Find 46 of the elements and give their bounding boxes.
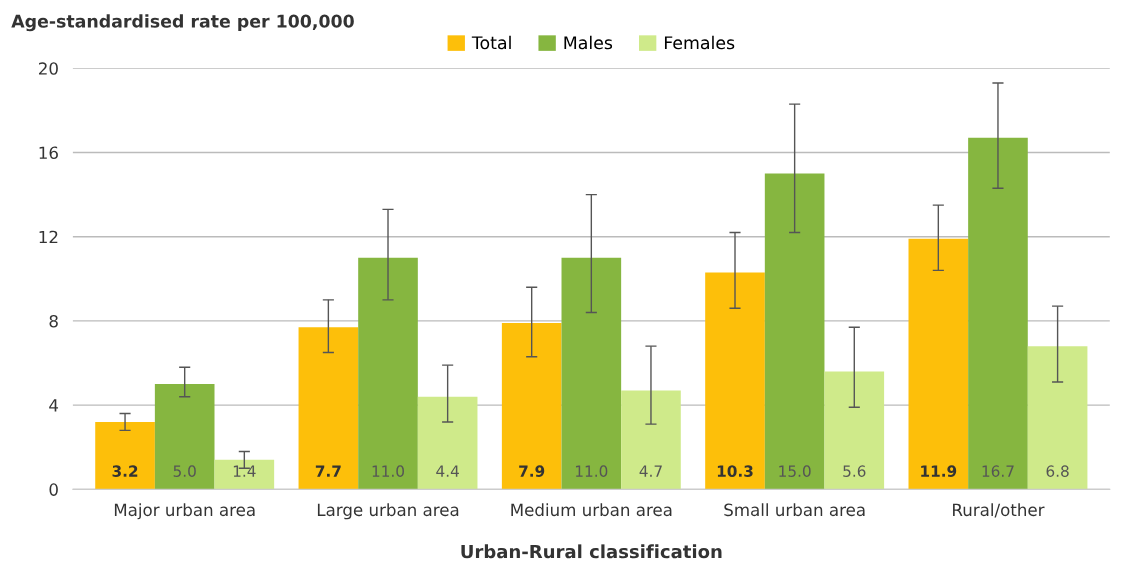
data-label: 11.9 bbox=[921, 465, 957, 477]
data-label: 4.7 bbox=[639, 465, 662, 477]
data-label: 10.3 bbox=[717, 465, 753, 477]
bar bbox=[968, 137, 1028, 490]
data-label: 5.6 bbox=[843, 465, 866, 477]
bar bbox=[358, 257, 418, 490]
x-tick-label: Medium urban area bbox=[511, 503, 672, 517]
data-label: 3.2 bbox=[112, 465, 138, 477]
data-label: 7.9 bbox=[519, 465, 545, 477]
bar bbox=[214, 459, 275, 490]
data-label: 16.7 bbox=[982, 465, 1014, 477]
y-axis-title: Age-standardised rate per 100,000 bbox=[11, 14, 354, 32]
y-tick-label: 12 bbox=[39, 230, 58, 244]
bar bbox=[501, 323, 562, 490]
data-label: 7.7 bbox=[315, 465, 341, 477]
y-tick-label: 20 bbox=[38, 62, 58, 75]
legend-label: Total bbox=[471, 35, 511, 50]
data-label: 1.4 bbox=[233, 465, 256, 477]
y-tick-label: 16 bbox=[39, 146, 58, 160]
legend-label: Males bbox=[564, 35, 613, 50]
bar bbox=[705, 272, 765, 490]
data-label: 5.0 bbox=[173, 465, 196, 477]
data-label: 6.8 bbox=[1046, 465, 1069, 477]
x-tick-label: Large urban area bbox=[317, 503, 459, 520]
y-tick-label: 8 bbox=[49, 314, 58, 328]
y-tick-label: 0 bbox=[49, 483, 58, 496]
bar bbox=[1027, 346, 1088, 490]
bar bbox=[764, 173, 825, 490]
bar bbox=[824, 371, 885, 490]
x-tick-label: Rural/other bbox=[953, 503, 1045, 518]
bar bbox=[417, 396, 478, 490]
data-label: 4.4 bbox=[436, 465, 459, 477]
bar bbox=[561, 257, 622, 490]
data-label: 11.0 bbox=[576, 465, 608, 477]
data-label: 15.0 bbox=[779, 465, 811, 477]
bar bbox=[621, 390, 681, 490]
legend-label: Females bbox=[664, 35, 735, 50]
data-label: 11.0 bbox=[372, 465, 404, 477]
x-tick-label: Small urban area bbox=[724, 503, 865, 517]
bar bbox=[298, 327, 359, 490]
x-axis-title: Urban-Rural classification bbox=[461, 544, 722, 559]
x-tick-label: Major urban area bbox=[114, 503, 255, 520]
bar bbox=[95, 421, 155, 490]
y-tick-label: 4 bbox=[49, 399, 59, 412]
bar bbox=[908, 238, 969, 490]
bar bbox=[154, 384, 215, 490]
